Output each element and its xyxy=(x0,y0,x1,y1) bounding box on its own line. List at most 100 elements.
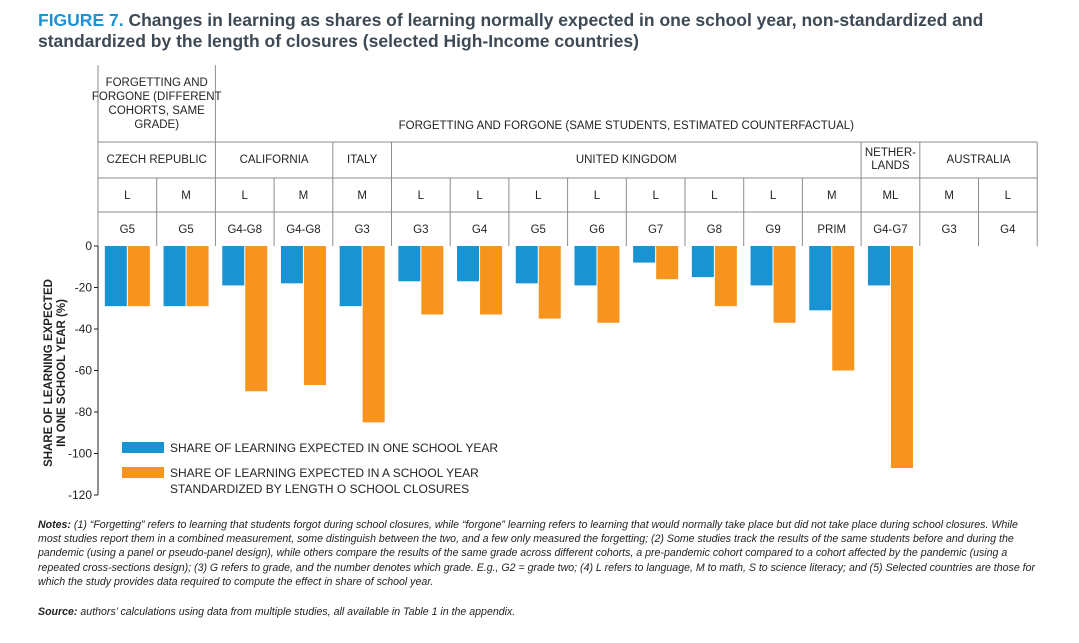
learning-loss-chart: FORGETTING AND FORGONE (DIFFERENT COHORTS,… xyxy=(43,65,1038,502)
grade-label: G9 xyxy=(765,224,780,236)
grade-label: G4 xyxy=(472,224,488,236)
grade-label: G4-G7 xyxy=(873,224,908,236)
bar-non-standardized xyxy=(750,246,773,286)
bar-standardized xyxy=(362,246,385,423)
legend-label: SHARE OF LEARNING EXPECTED IN A SCHOOL Y… xyxy=(170,466,479,480)
country-label: LANDS xyxy=(871,160,910,172)
subject-label: M xyxy=(827,190,837,202)
legend-label: SHARE OF LEARNING EXPECTED IN ONE SCHOOL… xyxy=(170,441,498,455)
bar-standardized xyxy=(421,246,444,315)
bar-standardized xyxy=(890,246,913,469)
bar-standardized xyxy=(538,246,561,319)
y-tick-label: -20 xyxy=(75,281,93,295)
bar-non-standardized xyxy=(163,246,186,307)
country-label: UNITED KINGDOM xyxy=(576,154,677,166)
y-tick-label: -40 xyxy=(75,322,93,336)
legend-label: STANDARDIZED BY LENGTH O SCHOOL CLOSURES xyxy=(170,482,469,496)
bar-non-standardized xyxy=(104,246,127,307)
bar-non-standardized xyxy=(809,246,832,311)
bars xyxy=(104,246,913,469)
bar-standardized xyxy=(245,246,268,392)
subject-label: L xyxy=(476,190,483,202)
bar-non-standardized xyxy=(574,246,597,286)
bar-standardized xyxy=(597,246,620,323)
subject-label: M xyxy=(357,190,367,202)
figure-title-text: Changes in learning as shares of learnin… xyxy=(38,10,984,51)
grade-label: G4 xyxy=(1000,224,1016,236)
bar-standardized xyxy=(127,246,150,307)
bar-standardized xyxy=(832,246,855,371)
subject-label: L xyxy=(124,190,131,202)
subject-label: ML xyxy=(882,190,899,202)
source-label: Source: xyxy=(38,606,78,618)
y-tick-label: 0 xyxy=(85,239,92,253)
grade-label: PRIM xyxy=(817,224,846,236)
grade-label: G4-G8 xyxy=(286,224,321,236)
method-label-same-students: FORGETTING AND FORGONE (SAME STUDENTS, E… xyxy=(399,120,855,132)
grade-label: G5 xyxy=(120,224,135,236)
grade-label: G5 xyxy=(178,224,193,236)
y-axis-title: SHARE OF LEARNING EXPECTED IN ONE SCHOOL … xyxy=(43,279,68,467)
y-tick-label: -120 xyxy=(68,488,92,502)
y-axis: 0 -20 -40 -60 -80 -100 -120 SHARE OF LEARNING E… xyxy=(43,239,99,502)
y-axis-title-line: SHARE OF LEARNING EXPECTED xyxy=(43,279,55,467)
country-label: ITALY xyxy=(347,154,378,166)
grade-label: G7 xyxy=(648,224,663,236)
y-tick-label: -60 xyxy=(75,364,93,378)
figure-title: FIGURE 7. Changes in learning as shares … xyxy=(38,10,1068,52)
method-label-different-cohorts: GRADE) xyxy=(134,119,179,131)
bar-standardized xyxy=(186,246,209,307)
bar-non-standardized xyxy=(339,246,362,307)
bar-standardized xyxy=(656,246,679,280)
method-label-different-cohorts: FORGETTING AND xyxy=(106,77,208,89)
notes: Notes: (1) “Forgetting” refers to learni… xyxy=(38,518,1038,589)
method-label-different-cohorts: FORGONE (DIFFERENT xyxy=(92,91,222,103)
y-tick-label: -80 xyxy=(75,405,93,419)
subject-label: M xyxy=(181,190,191,202)
bar-non-standardized xyxy=(457,246,480,282)
grade-label: G3 xyxy=(354,224,369,236)
bar-non-standardized xyxy=(867,246,890,286)
bar-standardized xyxy=(480,246,503,315)
legend: SHARE OF LEARNING EXPECTED IN ONE SCHOOL… xyxy=(122,441,498,496)
source: Source: authors’ calculations using data… xyxy=(38,605,1038,619)
subject-label: L xyxy=(418,190,425,202)
legend-swatch xyxy=(122,442,164,453)
subject-label: M xyxy=(944,190,954,202)
subject-label: L xyxy=(535,190,542,202)
bar-standardized xyxy=(714,246,737,307)
bar-non-standardized xyxy=(222,246,245,286)
country-label: CALIFORNIA xyxy=(240,154,309,166)
method-label-different-cohorts: COHORTS, SAME xyxy=(109,105,206,117)
bar-non-standardized xyxy=(633,246,656,263)
source-text: authors’ calculations using data from mu… xyxy=(80,606,516,618)
country-label: AUSTRALIA xyxy=(947,154,1011,166)
country-label: CZECH REPUBLIC xyxy=(107,154,207,166)
subject-label: L xyxy=(594,190,601,202)
bar-non-standardized xyxy=(515,246,538,284)
bar-standardized xyxy=(303,246,326,386)
subject-label: L xyxy=(652,190,659,202)
legend-swatch xyxy=(122,467,164,478)
subject-label: L xyxy=(242,190,249,202)
grade-label: G3 xyxy=(941,224,956,236)
y-tick-label: -100 xyxy=(68,447,92,461)
bar-non-standardized xyxy=(280,246,303,284)
grade-label: G4-G8 xyxy=(227,224,262,236)
notes-label: Notes: xyxy=(38,519,71,531)
grade-label: G6 xyxy=(589,224,604,236)
figure-label: FIGURE 7. xyxy=(38,10,124,30)
header-labels: FORGETTING AND FORGONE (DIFFERENT COHORTS,… xyxy=(92,77,1016,236)
bar-non-standardized xyxy=(691,246,714,278)
subject-label: L xyxy=(770,190,777,202)
grade-label: G8 xyxy=(707,224,722,236)
y-axis-title-line: IN ONE SCHOOL YEAR (%) xyxy=(56,299,68,447)
notes-text: (1) “Forgetting” refers to learning that… xyxy=(38,519,1036,588)
header-table xyxy=(97,65,1038,246)
grade-label: G3 xyxy=(413,224,428,236)
grade-label: G5 xyxy=(531,224,546,236)
subject-label: L xyxy=(1005,190,1012,202)
bar-standardized xyxy=(773,246,796,323)
bar-non-standardized xyxy=(398,246,421,282)
subject-label: M xyxy=(299,190,309,202)
